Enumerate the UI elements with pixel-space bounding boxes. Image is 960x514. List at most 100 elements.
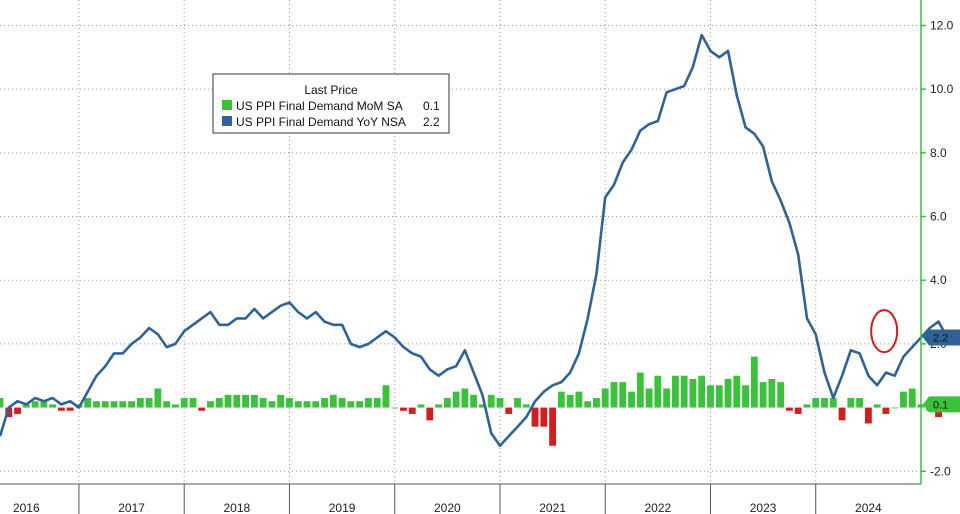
mom-bar xyxy=(689,378,697,408)
mom-bar xyxy=(680,375,688,408)
mom-bar xyxy=(777,382,785,408)
mom-bar xyxy=(373,398,381,408)
last-value-tag-bg xyxy=(923,329,960,346)
mom-bar xyxy=(128,401,135,408)
legend-label-mom: US PPI Final Demand MoM SA xyxy=(236,99,403,113)
mom-bar xyxy=(742,385,749,408)
mom-bar xyxy=(549,407,557,446)
mom-bar xyxy=(715,385,723,408)
mom-bar xyxy=(294,401,302,408)
mom-bar xyxy=(382,385,390,408)
mom-bar xyxy=(136,398,144,408)
mom-bar xyxy=(873,404,881,408)
mom-bar xyxy=(321,398,328,408)
last-value-tag: 2.2 xyxy=(923,329,960,346)
y-tick-label: 12.0 xyxy=(930,18,954,32)
last-value-tag-text: 2.2 xyxy=(933,333,948,345)
mom-bar xyxy=(145,398,153,408)
y-tick-label: 4.0 xyxy=(930,273,947,287)
x-tick-label: 2019 xyxy=(329,501,356,514)
x-tick-label: 2022 xyxy=(645,501,672,514)
mom-bar xyxy=(57,407,65,411)
mom-bar xyxy=(733,375,741,408)
mom-bar xyxy=(671,375,679,408)
mom-bar xyxy=(198,407,206,411)
mom-bar xyxy=(856,398,864,408)
mom-bar xyxy=(286,398,293,408)
yoy-line xyxy=(0,33,949,448)
mom-bar xyxy=(496,398,504,408)
grid-lines xyxy=(0,0,922,484)
mom-bar xyxy=(479,404,486,408)
mom-bar xyxy=(663,388,671,408)
mom-bar xyxy=(242,394,250,408)
y-tick-label: 8.0 xyxy=(930,146,947,160)
mom-bar xyxy=(628,391,635,408)
mom-bar xyxy=(750,356,758,408)
mom-bar xyxy=(347,401,355,408)
mom-bar xyxy=(908,388,916,408)
mom-bar xyxy=(786,407,793,411)
mom-bar xyxy=(31,401,39,408)
last-value-tag-bg xyxy=(923,396,960,413)
mom-bar xyxy=(698,375,706,408)
mom-bar xyxy=(882,407,890,414)
legend-swatch-mom xyxy=(222,100,232,110)
legend-label-yoy: US PPI Final Demand YoY NSA xyxy=(236,115,406,129)
legend-swatch-yoy xyxy=(222,116,232,126)
mom-bar xyxy=(531,407,539,427)
mom-bar xyxy=(312,401,320,408)
mom-bar xyxy=(803,404,811,408)
mom-bar xyxy=(645,388,653,408)
mom-bar xyxy=(470,394,478,408)
mom-bar xyxy=(900,391,907,408)
mom-bar xyxy=(522,404,530,408)
mom-bar xyxy=(172,404,179,408)
mom-bar xyxy=(66,407,74,411)
mom-bar xyxy=(768,378,776,408)
mom-bar xyxy=(864,407,872,424)
mom-bars xyxy=(0,356,960,446)
mom-bar xyxy=(391,407,399,409)
mom-bar xyxy=(189,398,197,408)
mom-bar xyxy=(0,398,4,408)
mom-bar xyxy=(303,401,311,408)
mom-bar xyxy=(40,401,48,408)
mom-bar xyxy=(268,401,276,408)
last-value-labels: 2.2 0.1 xyxy=(923,329,960,413)
annotation-layer xyxy=(870,309,899,354)
mom-bar xyxy=(22,404,30,408)
x-tick-label: 2017 xyxy=(118,501,145,514)
mom-bar xyxy=(14,407,21,414)
mom-bar xyxy=(5,407,13,418)
mom-bar xyxy=(487,394,495,408)
mom-bar xyxy=(180,398,188,408)
mom-bar xyxy=(154,388,162,408)
mom-bar xyxy=(514,398,521,408)
legend-value-mom: 0.1 xyxy=(423,99,440,113)
legend-title: Last Price xyxy=(304,83,358,97)
legend-box xyxy=(212,73,450,134)
annotation-circle xyxy=(870,309,899,354)
x-tick-label: 2023 xyxy=(750,501,777,514)
mom-bar xyxy=(49,404,57,408)
mom-bar xyxy=(461,388,469,408)
mom-bar xyxy=(838,407,846,421)
mom-bar xyxy=(443,398,451,408)
mom-bar xyxy=(566,394,574,408)
last-value-tag-text: 0.1 xyxy=(933,399,948,411)
mom-bar xyxy=(101,401,109,408)
mom-bar xyxy=(654,375,662,408)
mom-bar xyxy=(707,385,714,408)
mom-bar xyxy=(408,407,416,414)
mom-bar xyxy=(610,382,618,408)
mom-bar xyxy=(338,398,346,408)
x-tick-label: 2020 xyxy=(434,501,461,514)
mom-bar xyxy=(724,378,732,408)
mom-bar xyxy=(557,391,565,408)
mom-bar xyxy=(891,407,899,409)
mom-bar xyxy=(540,407,548,427)
mom-bar xyxy=(847,398,855,408)
mom-bar xyxy=(593,398,600,408)
mom-bar xyxy=(93,401,100,408)
